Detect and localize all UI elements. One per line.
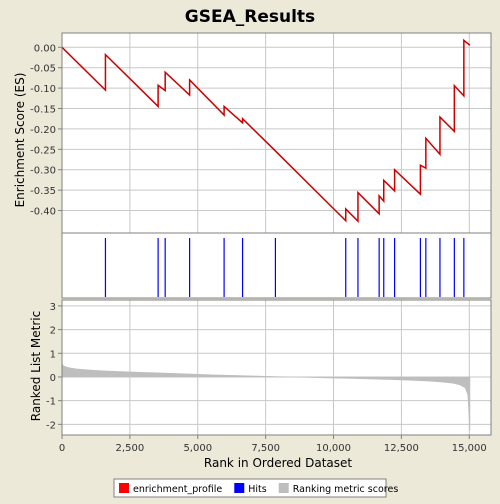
metric-tick-label: 1 xyxy=(50,349,56,360)
metric-tick-label: 0 xyxy=(50,373,56,384)
metric-panel xyxy=(62,300,491,435)
x-tick-label: 2,500 xyxy=(116,443,145,454)
metric-axis-label: Ranked List Metric xyxy=(29,311,43,421)
es-tick-label: -0.15 xyxy=(30,105,56,116)
es-tick-label: -0.20 xyxy=(30,125,56,136)
legend-swatch xyxy=(234,483,245,493)
chart-title: GSEA_Results xyxy=(185,7,315,27)
legend-box xyxy=(113,478,387,498)
es-tick-label: -0.05 xyxy=(30,64,56,75)
x-tick-label: 0 xyxy=(59,443,65,454)
legend-swatch xyxy=(278,483,289,493)
x-tick-label: 7,500 xyxy=(251,443,280,454)
legend-label: Hits xyxy=(248,484,267,495)
legend-label: Ranking metric scores xyxy=(293,484,399,495)
x-tick-label: 10,000 xyxy=(316,443,351,454)
es-tick-label: 0.00 xyxy=(34,43,56,54)
es-tick-label: -0.40 xyxy=(30,207,56,218)
metric-tick-label: -1 xyxy=(46,397,56,408)
es-tick-label: -0.25 xyxy=(30,145,56,156)
es-panel xyxy=(62,33,491,233)
metric-tick-label: -2 xyxy=(46,420,56,431)
metric-panel-border xyxy=(61,299,492,436)
metric-tick-label: 2 xyxy=(50,326,56,337)
x-tick-label: 5,000 xyxy=(183,443,212,454)
es-axis-label: Enrichment Score (ES) xyxy=(13,73,27,208)
ranking-metric-area xyxy=(61,362,471,431)
metric-tick-label: 3 xyxy=(50,302,56,313)
x-tick-label: 15,000 xyxy=(452,443,487,454)
hits-panel-border xyxy=(61,232,492,299)
legend-swatch xyxy=(119,483,129,493)
es-tick-label: -0.10 xyxy=(30,84,56,95)
chart-legend: enrichment_profile Hits Ranking metric sco… xyxy=(113,478,399,498)
x-axis-label: Rank in Ordered Dataset xyxy=(204,456,352,470)
enrichment-profile-line xyxy=(61,38,471,223)
hits-panel xyxy=(62,233,491,298)
legend-label: enrichment_profile xyxy=(133,484,222,495)
x-tick-label: 12,500 xyxy=(384,443,419,454)
es-tick-label: -0.35 xyxy=(30,186,56,197)
es-tick-label: -0.30 xyxy=(30,166,56,177)
